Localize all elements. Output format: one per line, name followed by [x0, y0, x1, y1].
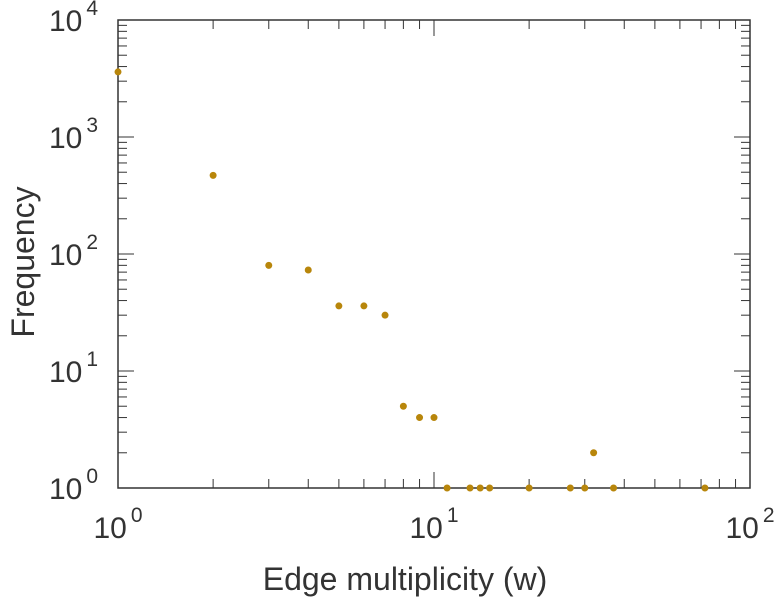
data-point — [381, 311, 389, 319]
y-tick-label: 10 2 — [49, 231, 98, 272]
tick-label-exponent: 2 — [86, 231, 98, 254]
data-points — [114, 68, 709, 492]
data-point — [399, 402, 407, 410]
data-point — [443, 484, 451, 492]
data-point — [466, 484, 474, 492]
axis-ticks — [117, 19, 751, 489]
x-tick-label: 10 2 — [725, 504, 774, 545]
tick-label-base: 10 — [49, 356, 82, 389]
tick-label-base: 10 — [49, 5, 82, 38]
y-tick-label: 10 3 — [49, 114, 98, 155]
data-point — [610, 484, 618, 492]
data-point — [209, 171, 217, 179]
data-point — [335, 302, 343, 310]
data-point — [360, 302, 368, 310]
x-axis-title: Edge multiplicity (w) — [263, 561, 548, 597]
tick-label-exponent: 4 — [86, 0, 98, 20]
tick-label-exponent: 1 — [86, 348, 98, 371]
data-point — [590, 449, 598, 457]
tick-label-base: 10 — [49, 239, 82, 272]
y-axis-title: Frequency — [5, 186, 41, 337]
x-tick-label: 10 1 — [409, 504, 458, 545]
data-point — [525, 484, 533, 492]
data-point — [581, 484, 589, 492]
tick-label-base: 10 — [93, 512, 126, 545]
tick-label-base: 10 — [49, 473, 82, 506]
data-point — [416, 414, 424, 422]
tick-label-exponent: 0 — [131, 504, 143, 527]
tick-label-base: 10 — [725, 512, 758, 545]
y-tick-label: 10 0 — [49, 465, 98, 506]
tick-label-exponent: 2 — [763, 504, 775, 527]
data-point — [304, 266, 312, 274]
data-point — [476, 484, 484, 492]
y-tick-label: 10 1 — [49, 348, 98, 389]
data-point — [486, 484, 494, 492]
y-tick-label: 10 4 — [49, 0, 98, 38]
data-point — [566, 484, 574, 492]
data-point — [701, 484, 709, 492]
data-point — [430, 414, 438, 422]
tick-label-exponent: 1 — [447, 504, 459, 527]
tick-label-base: 10 — [49, 122, 82, 155]
tick-labels: 10 0 10 1 10 210 010 110 210 310 4 — [49, 0, 775, 545]
tick-label-base: 10 — [409, 512, 442, 545]
x-tick-label: 10 0 — [93, 504, 142, 545]
tick-label-exponent: 0 — [86, 465, 98, 488]
tick-label-exponent: 3 — [86, 114, 98, 137]
data-point — [265, 261, 273, 269]
data-point — [114, 68, 122, 76]
